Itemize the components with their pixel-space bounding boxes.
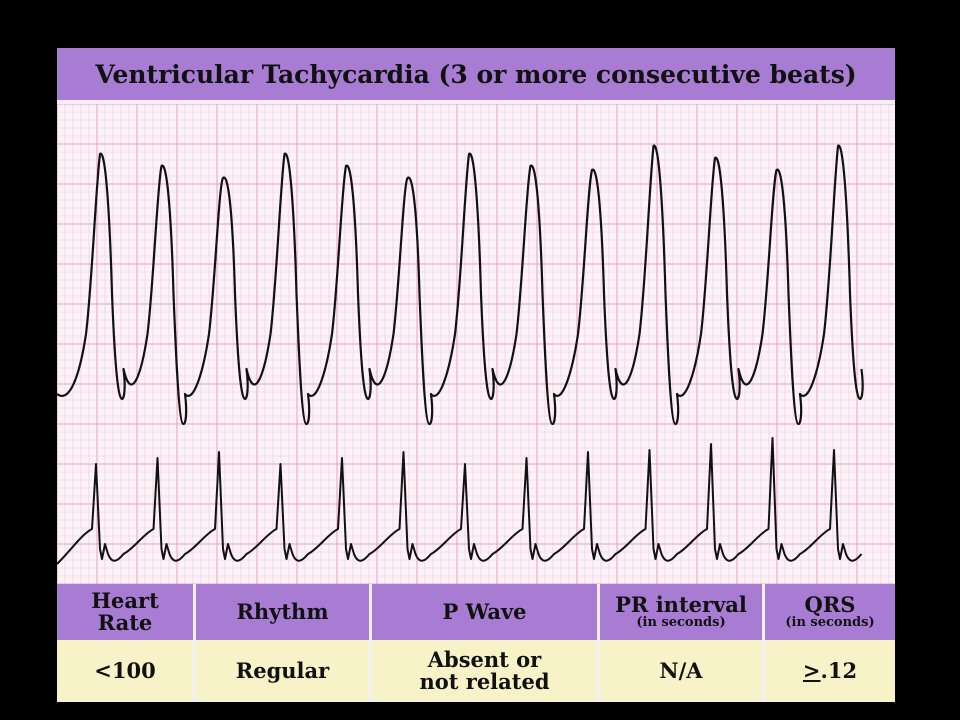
header-heart-rate: Heart Rate bbox=[57, 584, 193, 640]
header-qrs-label: QRS bbox=[804, 592, 856, 617]
header-heart-rate-label: Heart Rate bbox=[91, 588, 159, 635]
lead-bottom-trace bbox=[57, 437, 863, 565]
value-p-wave-line1: Absent or bbox=[427, 647, 542, 672]
col-heart-rate: Heart Rate <100 bbox=[57, 584, 193, 702]
col-p-wave: P Wave Absent or not related bbox=[372, 584, 597, 702]
header-pr-interval-label: PR interval bbox=[615, 592, 747, 617]
value-p-wave-line2: not related bbox=[419, 669, 550, 694]
col-qrs: QRS (in seconds) > .12 bbox=[765, 584, 895, 702]
col-pr-interval: PR interval (in seconds) N/A bbox=[600, 584, 762, 702]
ecg-card: Ventricular Tachycardia (3 or more conse… bbox=[57, 48, 895, 702]
header-qrs: QRS (in seconds) bbox=[765, 584, 895, 640]
page-title: Ventricular Tachycardia (3 or more conse… bbox=[95, 59, 857, 89]
value-heart-rate: <100 bbox=[57, 640, 193, 702]
header-rhythm-label: Rhythm bbox=[236, 599, 329, 624]
value-qrs-rest: .12 bbox=[820, 658, 858, 683]
col-rhythm: Rhythm Regular bbox=[196, 584, 369, 702]
divider bbox=[762, 584, 765, 702]
header-p-wave: P Wave bbox=[372, 584, 597, 640]
value-qrs: > .12 bbox=[765, 640, 895, 702]
lead-top-trace bbox=[57, 144, 864, 426]
title-bar: Ventricular Tachycardia (3 or more conse… bbox=[57, 48, 895, 100]
ecg-svg bbox=[57, 104, 895, 584]
divider bbox=[369, 584, 372, 702]
header-rhythm: Rhythm bbox=[196, 584, 369, 640]
value-pr-interval: N/A bbox=[600, 640, 762, 702]
header-pr-interval: PR interval (in seconds) bbox=[600, 584, 762, 640]
value-qrs-symbol: > bbox=[802, 658, 821, 683]
divider bbox=[597, 584, 600, 702]
header-qrs-sub: (in seconds) bbox=[785, 615, 875, 630]
rhythm-table: Heart Rate <100 Rhythm Regular P Wave Ab… bbox=[57, 584, 895, 702]
divider bbox=[193, 584, 196, 702]
ecg-strip bbox=[57, 104, 895, 584]
value-p-wave: Absent or not related bbox=[372, 640, 597, 702]
header-p-wave-label: P Wave bbox=[442, 599, 527, 624]
header-pr-interval-sub: (in seconds) bbox=[636, 615, 726, 630]
value-rhythm: Regular bbox=[196, 640, 369, 702]
